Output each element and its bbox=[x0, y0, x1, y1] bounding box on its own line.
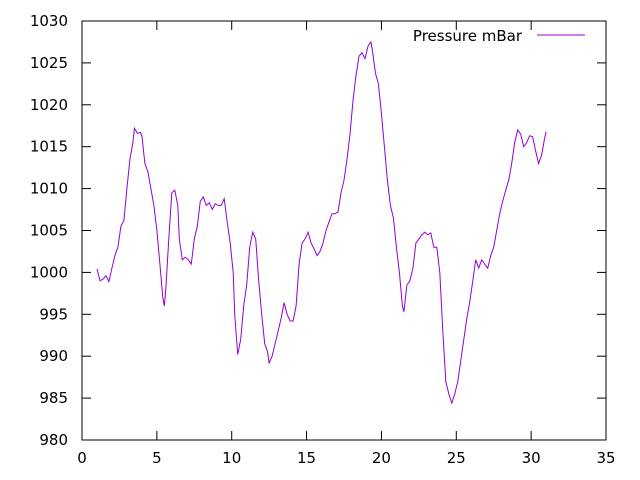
y-tick-label: 990 bbox=[39, 347, 68, 365]
legend: Pressure mBar bbox=[413, 27, 585, 45]
y-tick-label: 1015 bbox=[30, 138, 68, 156]
y-tick-label: 1010 bbox=[30, 180, 68, 198]
plot-frame bbox=[81, 20, 607, 441]
y-tick-label: 980 bbox=[39, 431, 68, 449]
y-tick-label: 1030 bbox=[30, 12, 68, 30]
x-tick-label: 0 bbox=[77, 449, 87, 467]
x-tick-label: 35 bbox=[596, 449, 615, 467]
y-tick-label: 995 bbox=[39, 305, 68, 323]
x-tick-label: 20 bbox=[372, 449, 391, 467]
y-tick-label: 985 bbox=[39, 389, 68, 407]
legend-label: Pressure mBar bbox=[413, 27, 523, 45]
y-axis-ticks: 980 985 990 995 1000 1005 1010 1015 1020 1025 1030 bbox=[30, 12, 606, 449]
pressure-series-line bbox=[96, 40, 547, 405]
x-tick-label: 30 bbox=[522, 449, 541, 467]
y-tick-label: 1020 bbox=[30, 96, 68, 114]
y-tick-label: 1005 bbox=[30, 222, 68, 240]
x-tick-label: 10 bbox=[222, 449, 241, 467]
x-axis-ticks: 0 5 10 15 20 25 30 35 bbox=[77, 21, 616, 467]
y-tick-label: 1025 bbox=[30, 54, 68, 72]
x-tick-label: 25 bbox=[447, 449, 466, 467]
x-tick-label: 15 bbox=[297, 449, 316, 467]
y-tick-label: 1000 bbox=[30, 263, 68, 281]
x-tick-label: 5 bbox=[152, 449, 162, 467]
